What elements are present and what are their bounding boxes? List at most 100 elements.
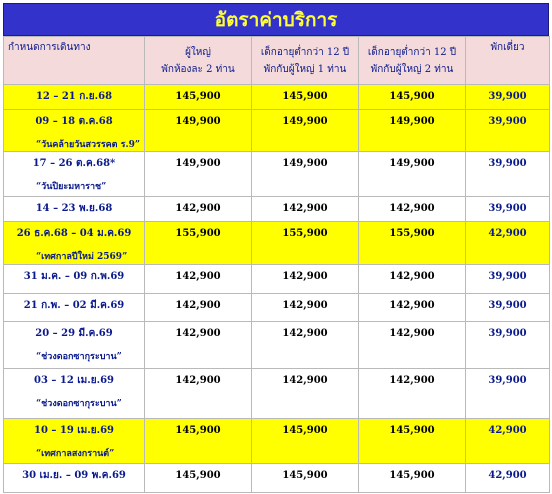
table-row: 21 ก.พ. – 02 มี.ค.69 142,900 142,900 142,90…: [3, 293, 550, 322]
header-date: กำหนดการเดินทาง: [3, 36, 145, 85]
header-adult-line2: พักห้องละ 2 ท่าน: [161, 63, 235, 75]
holiday-note: “ช่วงดอกซากุระบาน”: [36, 399, 122, 409]
price-adult: 142,900: [175, 328, 221, 339]
price-child1-cell: 145,900: [251, 463, 359, 493]
price-single-cell: 39,900: [465, 321, 550, 369]
price-child1-cell: 149,900: [251, 109, 359, 152]
price-adult-cell: 155,900: [144, 221, 252, 265]
holiday-note: “วันคล้ายวันสวรรคต ร.9”: [36, 140, 141, 150]
table-title: อัตราค่าบริการ: [3, 3, 549, 36]
date-range: 03 – 12 เม.ย.69: [33, 375, 115, 386]
date-cell: 12 – 21 ก.ย.68: [3, 84, 145, 110]
price-adult: 142,900: [175, 300, 221, 311]
price-adult-cell: 145,900: [144, 418, 252, 464]
table-row: 03 – 12 เม.ย.69 “ช่วงดอกซากุระบาน” 142,900…: [3, 368, 550, 419]
price-adult: 145,900: [175, 470, 221, 481]
price-single: 39,900: [488, 158, 527, 169]
header-child2-line1: เด็กอายุต่ำกว่า 12 ปี: [367, 46, 457, 58]
price-single-cell: 39,900: [465, 293, 550, 322]
price-child2: 142,900: [389, 300, 435, 311]
date-range: 10 – 19 เม.ย.69: [33, 425, 115, 436]
price-child1-cell: 142,900: [251, 293, 359, 322]
date-range: 09 – 18 ต.ค.68: [35, 116, 113, 127]
price-adult: 142,900: [175, 271, 221, 282]
table-row: 10 – 19 เม.ย.69 “เทศกาลสงกรานต์” 145,900 14…: [3, 418, 550, 464]
price-table-container: อัตราค่าบริการ กำหนดการเดินทาง ผู้ใหญ่ พ…: [3, 3, 550, 493]
price-child1-cell: 145,900: [251, 418, 359, 464]
price-child2: 142,900: [389, 375, 435, 386]
header-adult-line1: ผู้ใหญ่: [185, 46, 211, 58]
price-single-cell: 42,900: [465, 221, 550, 265]
price-child1-cell: 142,900: [251, 196, 359, 222]
holiday-note: “วันปิยะมหาราช”: [36, 182, 107, 192]
header-child2-line2: พักกับผู้ใหญ่ 2 ท่าน: [370, 63, 454, 75]
price-child1-cell: 155,900: [251, 221, 359, 265]
price-child1: 155,900: [282, 228, 328, 239]
date-cell: 17 – 26 ต.ค.68* “วันปิยะมหาราช”: [3, 151, 145, 197]
price-child1-cell: 149,900: [251, 151, 359, 197]
price-adult-cell: 142,900: [144, 264, 252, 294]
price-adult: 142,900: [175, 203, 221, 214]
table-row: 31 ม.ค. – 09 ก.พ.69 142,900 142,900 142,900…: [3, 264, 550, 294]
price-child2: 145,900: [389, 470, 435, 481]
price-single-cell: 39,900: [465, 109, 550, 152]
date-range: 26 ธ.ค.68 – 04 ม.ค.69: [16, 228, 132, 239]
price-single-cell: 39,900: [465, 151, 550, 197]
price-child1: 145,900: [282, 425, 328, 436]
price-single-cell: 39,900: [465, 264, 550, 294]
price-child1-cell: 142,900: [251, 321, 359, 369]
date-range: 30 เม.ย. – 09 พ.ค.69: [22, 470, 126, 481]
price-child1-cell: 142,900: [251, 368, 359, 419]
date-cell: 14 – 23 พ.ย.68: [3, 196, 145, 222]
price-child1: 145,900: [282, 91, 328, 102]
price-child1: 142,900: [282, 375, 328, 386]
price-child2: 142,900: [389, 271, 435, 282]
date-cell: 21 ก.พ. – 02 มี.ค.69: [3, 293, 145, 322]
price-adult: 145,900: [175, 91, 221, 102]
price-adult-cell: 142,900: [144, 293, 252, 322]
price-child1: 142,900: [282, 203, 328, 214]
price-child2-cell: 142,900: [358, 293, 466, 322]
price-child2-cell: 142,900: [358, 196, 466, 222]
price-child1: 149,900: [282, 158, 328, 169]
price-child1: 142,900: [282, 328, 328, 339]
price-child2: 149,900: [389, 158, 435, 169]
price-adult-cell: 142,900: [144, 196, 252, 222]
date-cell: 20 – 29 มี.ค.69 “ช่วงดอกซากุระบาน”: [3, 321, 145, 369]
price-child2: 155,900: [389, 228, 435, 239]
header-adult: ผู้ใหญ่ พักห้องละ 2 ท่าน: [144, 36, 252, 85]
holiday-note: “เทศกาลสงกรานต์”: [36, 449, 115, 459]
price-adult: 145,900: [175, 425, 221, 436]
holiday-note: “ช่วงดอกซากุระบาน”: [36, 352, 122, 362]
price-child1-cell: 145,900: [251, 84, 359, 110]
price-single: 39,900: [488, 203, 527, 214]
date-range: 14 – 23 พ.ย.68: [35, 203, 113, 214]
date-cell: 03 – 12 เม.ย.69 “ช่วงดอกซากุระบาน”: [3, 368, 145, 419]
price-single-cell: 39,900: [465, 368, 550, 419]
price-single: 39,900: [488, 116, 527, 127]
price-adult-cell: 149,900: [144, 109, 252, 152]
price-table: กำหนดการเดินทาง ผู้ใหญ่ พักห้องละ 2 ท่าน…: [3, 36, 550, 493]
price-adult: 155,900: [175, 228, 221, 239]
header-child1-line2: พักกับผู้ใหญ่ 1 ท่าน: [263, 63, 347, 75]
price-single-cell: 42,900: [465, 418, 550, 464]
price-child1: 145,900: [282, 470, 328, 481]
table-row: 26 ธ.ค.68 – 04 ม.ค.69 “เทศกาลปีใหม่ 2569”…: [3, 221, 550, 265]
date-range: 21 ก.พ. – 02 มี.ค.69: [23, 300, 125, 311]
price-single-cell: 39,900: [465, 196, 550, 222]
price-child2: 142,900: [389, 328, 435, 339]
date-range: 20 – 29 มี.ค.69: [35, 328, 113, 339]
price-child1-cell: 142,900: [251, 264, 359, 294]
price-single: 39,900: [488, 300, 527, 311]
price-child2: 142,900: [389, 203, 435, 214]
price-single: 39,900: [488, 328, 527, 339]
price-child2-cell: 149,900: [358, 109, 466, 152]
header-child-two-adults: เด็กอายุต่ำกว่า 12 ปี พักกับผู้ใหญ่ 2 ท่…: [358, 36, 466, 85]
date-cell: 26 ธ.ค.68 – 04 ม.ค.69 “เทศกาลปีใหม่ 2569”: [3, 221, 145, 265]
price-child2-cell: 149,900: [358, 151, 466, 197]
header-child-one-adult: เด็กอายุต่ำกว่า 12 ปี พักกับผู้ใหญ่ 1 ท่…: [251, 36, 359, 85]
date-cell: 10 – 19 เม.ย.69 “เทศกาลสงกรานต์”: [3, 418, 145, 464]
table-row: 14 – 23 พ.ย.68 142,900 142,900 142,900 39,90…: [3, 196, 550, 222]
date-cell: 30 เม.ย. – 09 พ.ค.69: [3, 463, 145, 493]
date-range: 17 – 26 ต.ค.68*: [32, 158, 116, 169]
